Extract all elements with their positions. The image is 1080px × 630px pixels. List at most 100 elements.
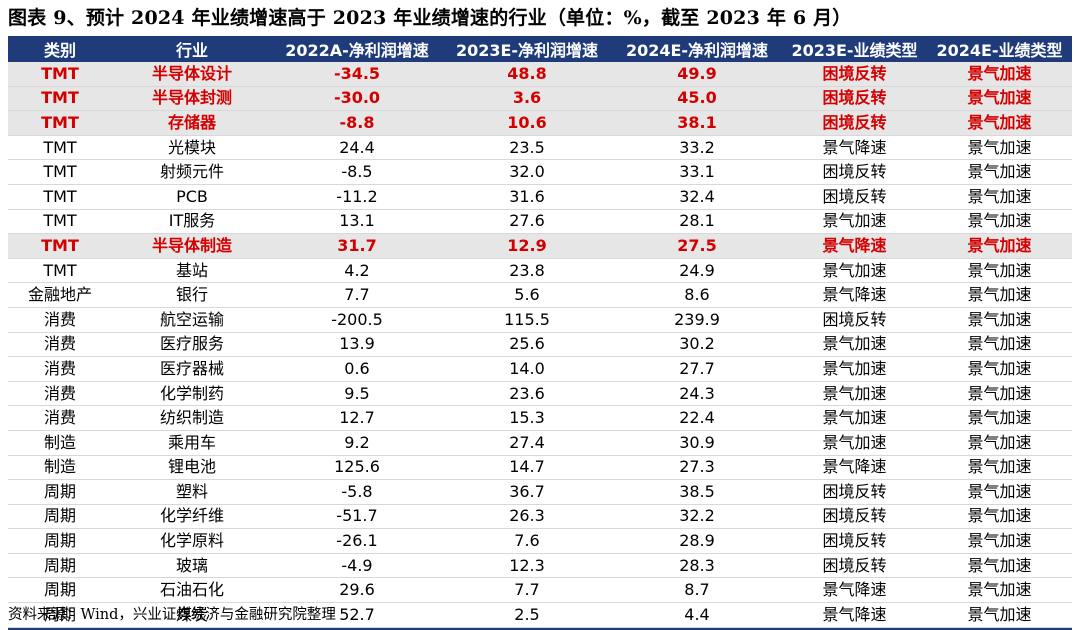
- category-cell: 消费: [8, 332, 112, 358]
- table-row: 周期 玻璃 -4.9 12.3 28.3 困境反转 景气加速: [8, 553, 1072, 579]
- growth-2022a-cell: 9.2: [272, 430, 442, 456]
- industry-cell: 存储器: [112, 110, 272, 136]
- growth-2024e-cell: 8.6: [612, 282, 782, 308]
- industry-cell: 医疗服务: [112, 332, 272, 358]
- type-2023e-cell: 困境反转: [782, 86, 927, 112]
- growth-2022a-cell: 52.7: [272, 602, 442, 628]
- type-2024e-cell: 景气加速: [927, 282, 1072, 308]
- type-2024e-cell: 景气加速: [927, 258, 1072, 284]
- category-cell: 消费: [8, 356, 112, 382]
- type-2024e-cell: 景气加速: [927, 233, 1072, 259]
- growth-2024e-cell: 28.3: [612, 553, 782, 579]
- growth-2022a-cell: -8.8: [272, 110, 442, 136]
- category-cell: 周期: [8, 553, 112, 579]
- growth-2023e-cell: 15.3: [442, 405, 612, 431]
- growth-2022a-cell: 7.7: [272, 282, 442, 308]
- table-row: 消费 医疗服务 13.9 25.6 30.2 景气加速 景气加速: [8, 332, 1072, 358]
- industry-growth-table: 类别 行业 2022A-净利润增速 2023E-净利润增速 2024E-净利润增…: [8, 36, 1072, 628]
- table-row: TMT 存储器 -8.8 10.6 38.1 困境反转 景气加速: [8, 110, 1072, 136]
- table-row: TMT 射频元件 -8.5 32.0 33.1 困境反转 景气加速: [8, 159, 1072, 185]
- growth-2024e-cell: 24.3: [612, 381, 782, 407]
- growth-2023e-cell: 7.7: [442, 577, 612, 604]
- industry-cell: 化学原料: [112, 528, 272, 554]
- type-2023e-cell: 困境反转: [782, 528, 927, 554]
- type-2023e-cell: 景气降速: [782, 577, 927, 604]
- type-2024e-cell: 景气加速: [927, 381, 1072, 407]
- growth-2022a-cell: 9.5: [272, 381, 442, 407]
- type-2024e-cell: 景气加速: [927, 455, 1072, 481]
- growth-2023e-cell: 12.3: [442, 553, 612, 579]
- type-2023e-cell: 景气降速: [782, 455, 927, 481]
- type-2023e-cell: 景气降速: [782, 282, 927, 308]
- growth-2022a-cell: 31.7: [272, 233, 442, 259]
- type-2024e-cell: 景气加速: [927, 135, 1072, 161]
- growth-2022a-cell: -11.2: [272, 184, 442, 210]
- type-2023e-cell: 景气降速: [782, 602, 927, 628]
- growth-2023e-cell: 3.6: [442, 86, 612, 112]
- growth-2024e-cell: 27.7: [612, 356, 782, 382]
- industry-cell: 银行: [112, 282, 272, 308]
- type-2024e-cell: 景气加速: [927, 430, 1072, 456]
- growth-2022a-cell: 24.4: [272, 135, 442, 161]
- category-cell: TMT: [8, 233, 112, 259]
- growth-2024e-cell: 32.2: [612, 504, 782, 530]
- growth-2022a-cell: -8.5: [272, 159, 442, 185]
- type-2023e-cell: 困境反转: [782, 159, 927, 185]
- type-2024e-cell: 景气加速: [927, 577, 1072, 604]
- type-2024e-cell: 景气加速: [927, 602, 1072, 628]
- type-2023e-cell: 困境反转: [782, 307, 927, 333]
- growth-2024e-cell: 22.4: [612, 405, 782, 431]
- table-row: TMT 光模块 24.4 23.5 33.2 景气降速 景气加速: [8, 135, 1072, 161]
- type-2023e-cell: 困境反转: [782, 184, 927, 210]
- growth-2023e-cell: 12.9: [442, 233, 612, 259]
- type-2024e-cell: 景气加速: [927, 209, 1072, 235]
- category-cell: TMT: [8, 258, 112, 284]
- industry-cell: 航空运输: [112, 307, 272, 333]
- growth-2022a-cell: -26.1: [272, 528, 442, 554]
- category-cell: TMT: [8, 135, 112, 161]
- table-row: TMT 半导体封测 -30.0 3.6 45.0 困境反转 景气加速: [8, 86, 1072, 112]
- table-row: 消费 纺织制造 12.7 15.3 22.4 景气加速 景气加速: [8, 405, 1072, 431]
- category-cell: TMT: [8, 62, 112, 87]
- growth-2022a-cell: 125.6: [272, 455, 442, 481]
- type-2023e-cell: 景气降速: [782, 233, 927, 259]
- table-row: 金融地产 银行 7.7 5.6 8.6 景气降速 景气加速: [8, 282, 1072, 308]
- industry-cell: 石油石化: [112, 577, 272, 604]
- growth-2024e-cell: 45.0: [612, 86, 782, 112]
- industry-cell: 锂电池: [112, 455, 272, 481]
- category-cell: 周期: [8, 577, 112, 604]
- type-2024e-cell: 景气加速: [927, 307, 1072, 333]
- growth-2023e-cell: 27.6: [442, 209, 612, 235]
- table-row: 消费 航空运输 -200.5 115.5 239.9 困境反转 景气加速: [8, 307, 1072, 333]
- industry-cell: 基站: [112, 258, 272, 284]
- growth-2024e-cell: 30.9: [612, 430, 782, 456]
- source-note: 资料来源：Wind，兴业证券经济与金融研究院整理: [8, 607, 336, 623]
- industry-cell: 塑料: [112, 479, 272, 505]
- table-row: 周期 煤炭 52.7 2.5 4.4 景气降速 景气加速: [8, 602, 1072, 628]
- type-2023e-cell: 困境反转: [782, 110, 927, 136]
- industry-cell: 半导体制造: [112, 233, 272, 259]
- growth-2022a-cell: 0.6: [272, 356, 442, 382]
- table-row: TMT IT服务 13.1 27.6 28.1 景气加速 景气加速: [8, 209, 1072, 235]
- growth-2023e-cell: 10.6: [442, 110, 612, 136]
- type-2023e-cell: 景气加速: [782, 258, 927, 284]
- growth-2024e-cell: 28.9: [612, 528, 782, 554]
- table-body: TMT 半导体设计 -34.5 48.8 49.9 困境反转 景气加速 TMT 半导体封测 -30…: [8, 62, 1072, 628]
- growth-2024e-cell: 4.4: [612, 602, 782, 628]
- growth-2024e-cell: 33.1: [612, 159, 782, 185]
- header-2022a-growth: 2022A-净利润增速: [272, 36, 442, 62]
- table-row: TMT 半导体设计 -34.5 48.8 49.9 困境反转 景气加速: [8, 62, 1072, 87]
- growth-2024e-cell: 33.2: [612, 135, 782, 161]
- type-2024e-cell: 景气加速: [927, 553, 1072, 579]
- category-cell: 制造: [8, 430, 112, 456]
- growth-2023e-cell: 7.6: [442, 528, 612, 554]
- growth-2024e-cell: 27.3: [612, 455, 782, 481]
- growth-2024e-cell: 49.9: [612, 62, 782, 87]
- growth-2024e-cell: 239.9: [612, 307, 782, 333]
- category-cell: 消费: [8, 405, 112, 431]
- growth-2023e-cell: 25.6: [442, 332, 612, 358]
- type-2023e-cell: 困境反转: [782, 504, 927, 530]
- type-2024e-cell: 景气加速: [927, 504, 1072, 530]
- growth-2023e-cell: 27.4: [442, 430, 612, 456]
- table-row: 周期 化学原料 -26.1 7.6 28.9 困境反转 景气加速: [8, 528, 1072, 554]
